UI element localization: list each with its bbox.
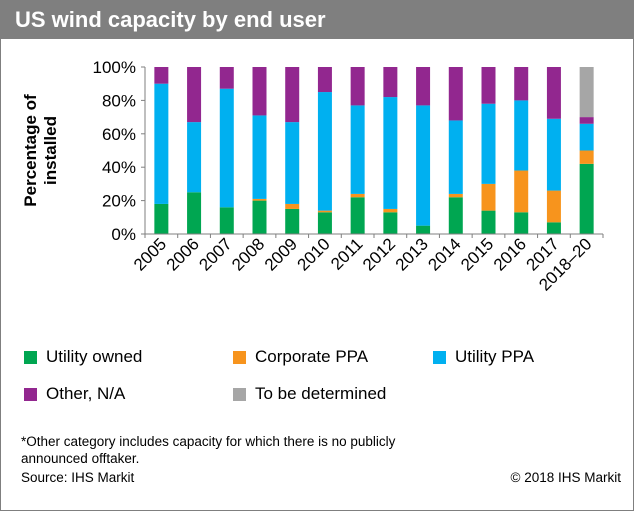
bar-segment-other-n-a-2012: [383, 67, 398, 98]
y-tick-label: 40%: [102, 158, 136, 177]
legend-label: To be determined: [255, 384, 387, 403]
x-tick-label: 2011: [327, 234, 366, 273]
x-tick-label: 2008: [228, 234, 268, 274]
bar-segment-utility-owned-2013: [416, 225, 431, 234]
bar-segment-corporate-ppa-2016: [514, 170, 529, 213]
bar-segment-utility-ppa-2009: [285, 122, 300, 204]
legend-swatch: [24, 350, 37, 364]
bar-segment-other-n-a-2018-20: [579, 117, 594, 124]
bar-segment-corporate-ppa-2012: [383, 208, 398, 213]
legend-swatch: [433, 350, 446, 364]
legend-label: Other, N/A: [46, 384, 126, 403]
y-tick-label: 80%: [102, 91, 136, 110]
legend-item-corporate-ppa: Corporate PPA: [233, 347, 368, 367]
chart-legend: Utility owned Corporate PPA Utility PPA Oth…: [24, 343, 624, 413]
bar-segment-utility-owned-2011: [350, 197, 365, 234]
bar-segment-utility-owned-2016: [514, 212, 529, 234]
y-tick-label: 0%: [111, 225, 136, 244]
bar-segment-utility-ppa-2015: [481, 103, 496, 184]
bar-segment-utility-owned-2010: [317, 212, 332, 234]
bar-segment-corporate-ppa-2008: [252, 198, 267, 201]
bar-segment-corporate-ppa-2015: [481, 183, 496, 211]
legend-item-to-be-determined: To be determined: [233, 384, 386, 404]
bar-segment-utility-owned-2017: [546, 222, 561, 234]
bar-segment-other-n-a-2011: [350, 67, 365, 106]
bar-segment-corporate-ppa-2018-20: [579, 150, 594, 164]
x-tick-label: 2012: [359, 234, 399, 274]
legend-label: Utility PPA: [455, 347, 535, 366]
bar-segment-utility-ppa-2005: [154, 83, 169, 204]
bar-segment-utility-ppa-2011: [350, 105, 365, 194]
bar-segment-utility-ppa-2016: [514, 100, 529, 171]
x-tick-label: 2007: [195, 234, 235, 274]
bar-segment-utility-owned-2018-20: [579, 163, 594, 234]
bar-segment-utility-ppa-2014: [448, 120, 463, 194]
legend-swatch: [24, 387, 37, 401]
y-axis-label: Percentage ofinstalled: [21, 94, 60, 207]
bar-segment-other-n-a-2010: [317, 67, 332, 93]
source-note: Source: IHS Markit: [21, 470, 135, 485]
bar-segment-utility-owned-2012: [383, 212, 398, 234]
legend-item-other-n-a: Other, N/A: [24, 384, 125, 404]
stacked-bar-chart: Percentage ofinstalled 0% 20% 40% 60% 80% 100%…: [21, 58, 604, 295]
legend-item-utility-owned: Utility owned: [24, 347, 142, 367]
bar-segment-corporate-ppa-2017: [546, 190, 561, 223]
bar-segment-utility-ppa-2017: [546, 118, 561, 191]
legend-item-utility-ppa: Utility PPA: [433, 347, 534, 367]
bar-segment-corporate-ppa-2009: [285, 203, 300, 209]
x-tick-label: 2016: [490, 234, 530, 274]
bar-segment-other-n-a-2017: [546, 67, 561, 119]
bar-segment-other-n-a-2013: [416, 67, 431, 106]
x-tick-label: 2009: [261, 234, 301, 274]
bar-segment-other-n-a-2005: [154, 67, 169, 84]
bar-segment-corporate-ppa-2014: [448, 193, 463, 198]
bar-segment-utility-ppa-2008: [252, 115, 267, 199]
chart-title: US wind capacity by end user: [15, 7, 326, 32]
y-tick-label: 60%: [102, 125, 136, 144]
bar-segment-utility-owned-2005: [154, 203, 169, 234]
bar-segment-utility-ppa-2006: [187, 122, 202, 193]
bar-segment-other-n-a-2015: [481, 67, 496, 104]
x-tick-label: 2006: [163, 234, 203, 274]
bar-segment-other-n-a-2008: [252, 67, 267, 116]
bar-segment-other-n-a-2014: [448, 67, 463, 121]
legend-label: Utility owned: [46, 347, 143, 366]
title-bar: US wind capacity by end user: [1, 1, 633, 39]
bar-segment-other-n-a-2009: [285, 67, 300, 123]
bar-segment-utility-ppa-2010: [317, 92, 332, 211]
legend-swatch: [233, 350, 246, 364]
bar-segment-utility-owned-2008: [252, 200, 267, 234]
y-tick-label: 100%: [93, 58, 136, 77]
bar-segment-corporate-ppa-2011: [350, 193, 365, 198]
bar-segment-utility-owned-2006: [187, 192, 202, 234]
bar-segment-utility-owned-2007: [219, 207, 234, 234]
bar-segment-utility-ppa-2007: [219, 88, 234, 208]
legend-swatch: [233, 387, 246, 401]
bar-segment-to-be-determined-2018-20: [579, 67, 594, 118]
bar-segment-utility-owned-2014: [448, 197, 463, 234]
x-tick-label: 2014: [424, 234, 464, 274]
bar-segment-utility-owned-2015: [481, 210, 496, 234]
x-tick-label: 2013: [392, 234, 432, 274]
x-tick-label: 2010: [294, 234, 334, 274]
bar-segment-corporate-ppa-2010: [317, 210, 332, 213]
legend-label: Corporate PPA: [255, 347, 369, 366]
x-tick-label: 2005: [130, 234, 170, 274]
footnote: *Other category includes capacity for wh…: [21, 434, 396, 466]
bar-segment-utility-ppa-2018-20: [579, 123, 594, 151]
bar-segment-other-n-a-2006: [187, 67, 202, 123]
bar-segment-utility-ppa-2013: [416, 105, 431, 226]
x-tick-label: 2015: [457, 234, 497, 274]
bar-segment-other-n-a-2016: [514, 67, 529, 101]
copyright-note: © 2018 IHS Markit: [510, 470, 622, 485]
bar-segment-other-n-a-2007: [219, 67, 234, 89]
y-tick-label: 20%: [102, 192, 136, 211]
bar-segment-utility-ppa-2012: [383, 97, 398, 209]
bar-segment-utility-owned-2009: [285, 208, 300, 234]
